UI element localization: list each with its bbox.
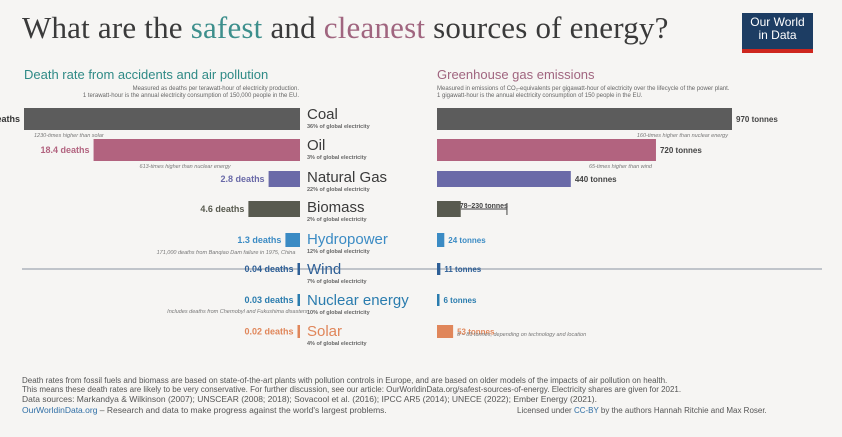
source-share-biomass: 2% of global electricity: [307, 217, 368, 223]
source-share-natural-gas: 22% of global electricity: [307, 187, 371, 193]
owid-site-link[interactable]: OurWorldinData.org: [22, 405, 98, 415]
footer-sources: Data sources: Markandya & Wilkinson (200…: [22, 394, 597, 404]
source-share-hydropower: 12% of global electricity: [307, 249, 371, 255]
death-annotation-nuclear-energy: Includes deaths from Chernobyl and Fukus…: [167, 309, 308, 315]
death-annotation-oil: 613-times higher than nuclear energy: [140, 164, 232, 170]
ghg-label-biomass: 78–230 tonnes: [460, 203, 508, 210]
source-name-coal: Coal: [307, 106, 338, 123]
ghg-annotation-coal: 160-times higher than nuclear energy: [637, 133, 729, 139]
death-panel-subtitle: Measured as deaths per terawatt-hour of …: [82, 86, 299, 99]
source-name-wind: Wind: [307, 261, 341, 278]
source-share-nuclear-energy: 10% of global electricity: [307, 310, 371, 316]
death-label-nuclear-energy: 0.03 deaths: [244, 295, 293, 305]
ghg-bar-biomass: [437, 201, 461, 217]
ghg-annotation-oil: 65-times higher than wind: [589, 164, 653, 170]
ghg-panel-title: Greenhouse gas emissions: [437, 67, 595, 82]
death-label-oil: 18.4 deaths: [41, 145, 90, 155]
death-annotation-hydropower: 171,000 deaths from Banqiao Dam failure …: [157, 250, 296, 256]
death-bar-wind: [297, 263, 300, 275]
ghg-label-hydropower: 24 tonnes: [448, 236, 486, 245]
source-name-natural-gas: Natural Gas: [307, 169, 387, 186]
source-name-biomass: Biomass: [307, 199, 365, 216]
death-bar-oil: [93, 139, 300, 161]
death-bar-solar: [297, 325, 300, 338]
ghg-bar-nuclear-energy: [437, 294, 440, 306]
ghg-label-wind: 11 tonnes: [444, 265, 481, 274]
ghg-label-nuclear-energy: 6 tonnes: [444, 296, 477, 305]
ghg-label-natural-gas: 440 tonnes: [575, 175, 617, 184]
ghg-bar-wind: [437, 263, 441, 275]
logo-accent-bar: [742, 49, 813, 53]
death-bar-coal: [24, 108, 300, 130]
ghg-bar-solar: [437, 325, 454, 338]
death-bar-biomass: [248, 201, 300, 217]
ghg-label-solar: 53 tonnes: [457, 328, 495, 337]
source-name-oil: Oil: [307, 137, 325, 154]
ghg-panel-subtitle: Measured in emissions of CO₂-equivalents…: [437, 86, 730, 99]
source-name-nuclear-energy: Nuclear energy: [307, 292, 409, 309]
logo-line-1: Our World: [750, 15, 805, 29]
source-share-wind: 7% of global electricity: [307, 279, 368, 285]
death-annotation-coal: 1230-times higher than solar: [34, 133, 105, 139]
ghg-bar-coal: [437, 108, 732, 130]
death-bar-nuclear-energy: [297, 294, 300, 306]
death-label-wind: 0.04 deaths: [244, 264, 293, 274]
footer-note-1: Death rates from fossil fuels and biomas…: [22, 376, 668, 385]
logo-line-2: in Data: [758, 28, 797, 42]
title-safest: safest: [190, 10, 263, 45]
license-text: Licensed under CC-BY by the authors Hann…: [517, 406, 767, 415]
source-share-coal: 36% of global electricity: [307, 124, 371, 130]
source-name-hydropower: Hydropower: [307, 231, 388, 248]
source-name-solar: Solar: [307, 323, 342, 340]
death-label-natural-gas: 2.8 deaths: [221, 174, 265, 184]
death-label-solar: 0.02 deaths: [244, 327, 293, 337]
death-panel-title: Death rate from accidents and air pollut…: [24, 67, 269, 82]
ghg-bar-hydropower: [437, 233, 445, 247]
page-title: What are the safest and cleanest sources…: [22, 10, 669, 45]
source-share-oil: 3% of global electricity: [307, 155, 368, 161]
death-bar-hydropower: [285, 233, 300, 247]
ghg-label-oil: 720 tonnes: [660, 146, 702, 155]
owid-logo[interactable]: Our World in Data: [742, 13, 813, 53]
ghg-bar-natural-gas: [437, 171, 571, 187]
death-label-hydropower: 1.3 deaths: [237, 235, 281, 245]
source-share-solar: 4% of global electricity: [307, 341, 368, 347]
footer-credit: OurWorldinData.org – Research and data t…: [22, 405, 387, 415]
footer-note-2: This means these death rates are likely …: [22, 385, 682, 394]
death-label-coal: 24.6 deaths: [0, 114, 20, 124]
death-label-biomass: 4.6 deaths: [200, 204, 244, 214]
ghg-label-coal: 970 tonnes: [736, 115, 778, 124]
death-bar-natural-gas: [268, 171, 300, 187]
ghg-bar-oil: [437, 139, 656, 161]
ghg-annotation-solar: 8 – 83 tonnes, depending on technology a…: [457, 332, 586, 338]
cc-by-link[interactable]: CC-BY: [573, 406, 599, 415]
title-cleanest: cleanest: [323, 10, 426, 45]
